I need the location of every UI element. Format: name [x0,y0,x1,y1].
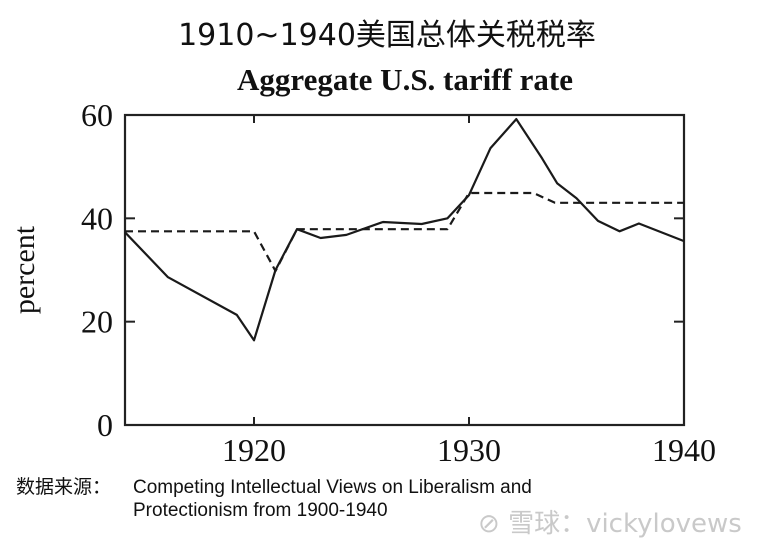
y-axis-ticks: 0 20 40 60 [81,97,684,443]
chinese-title: 1910~1940美国总体关税税率 [178,18,596,53]
source-label: 数据来源： [16,476,112,498]
source-note: 数据来源： Competing Intellectual Views on Lib… [16,472,532,522]
plot-frame [123,113,686,427]
svg-text:1930: 1930 [437,432,501,468]
x-axis-ticks: 1920 1930 1940 [222,115,716,468]
source-line-2: Protectionism from 1900-1940 [133,500,388,521]
svg-text:1920: 1920 [222,432,286,468]
watermark: ⊘ 雪球：vickylovews [478,503,742,540]
watermark-text: 雪球：vickylovews [508,509,742,539]
series-solid [124,117,685,342]
chart-title: Aggregate U.S. tariff rate [237,62,573,97]
svg-text:20: 20 [81,304,113,340]
svg-text:60: 60 [81,97,113,133]
svg-text:0: 0 [97,407,113,443]
series-lines [124,117,685,342]
source-line-1: Competing Intellectual Views on Liberali… [133,477,532,498]
y-axis-label: percent [8,225,41,314]
svg-text:percent: percent [8,225,41,314]
xueqiu-logo-icon: ⊘ [478,509,500,539]
svg-text:1940: 1940 [652,432,716,468]
series-dashed [125,191,684,273]
svg-text:40: 40 [81,200,113,236]
